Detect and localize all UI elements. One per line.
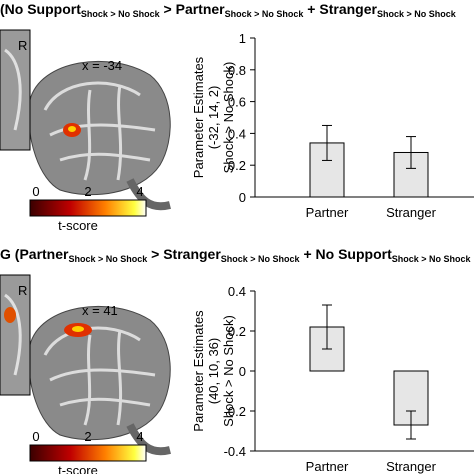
error-bar	[406, 136, 416, 169]
error-bar	[322, 124, 332, 161]
y-tick-label: 0.2	[228, 324, 246, 339]
y-axis-label: Parameter Estimates	[191, 56, 206, 178]
activation	[4, 307, 16, 323]
title-part: > Stranger	[147, 246, 221, 262]
y-tick-label: 0.8	[228, 63, 246, 78]
colorbar-tick-label: 4	[136, 429, 143, 444]
colorbar-tick-label: 0	[32, 184, 39, 199]
x-tick-label: Stranger	[386, 205, 437, 220]
hemisphere-label: R	[18, 283, 27, 298]
title-part: > Partner	[160, 1, 226, 17]
y-tick-label: -0.2	[224, 404, 246, 419]
colorbar-tick-label: 2	[84, 429, 91, 444]
x-tick-label: Partner	[306, 459, 349, 474]
y-tick-label: 0.4	[228, 126, 246, 141]
y-tick-label: 0.2	[228, 158, 246, 173]
y-axis-label: (-32, 14, 2)	[206, 86, 221, 150]
colorbar-tick-label: 4	[136, 184, 143, 199]
title-part: G (Partner	[0, 246, 69, 262]
y-tick-label: 0	[239, 190, 246, 205]
title-subscript: Shock > No Shock	[68, 254, 148, 264]
colorbar-tick-label: 0	[32, 429, 39, 444]
title-part: + No Support	[300, 246, 393, 262]
y-axis-label: Shock > No Shock)	[221, 315, 236, 427]
slice-label: x = -34	[82, 58, 122, 73]
brain-image	[0, 30, 170, 206]
title-part: (No Support	[0, 1, 81, 17]
title-subscript: Shock > No Shock	[225, 9, 305, 19]
y-tick-label: 0	[239, 364, 246, 379]
y-tick-label: 1	[239, 31, 246, 46]
activation	[68, 126, 76, 132]
title-subscript: Shock > No Shock	[81, 9, 161, 19]
title-subscript: Shock > No Shock	[392, 254, 472, 264]
y-tick-label: 0.6	[228, 95, 246, 110]
panel-title: (No SupportShock > No Shock > PartnerSho…	[0, 1, 457, 19]
title-subscript: Shock > No Shock	[377, 9, 457, 19]
x-tick-label: Partner	[306, 205, 349, 220]
error-bar	[406, 410, 416, 440]
y-tick-label: -0.4	[224, 444, 246, 459]
colorbar	[29, 444, 147, 462]
colorbar-label: t-score	[58, 463, 98, 474]
error-bar	[322, 304, 332, 350]
y-axis-label: Shock > No Shock)	[221, 62, 236, 174]
y-tick-label: 0.4	[228, 284, 246, 299]
colorbar-label: t-score	[58, 218, 98, 233]
panel-title: G (PartnerShock > No Shock > StrangerSho…	[0, 246, 472, 264]
hemisphere-label: R	[18, 38, 27, 53]
y-axis-label: Parameter Estimates	[191, 310, 206, 432]
colorbar	[29, 199, 147, 217]
slice-label: x = 41	[82, 303, 118, 318]
brain-image	[0, 275, 170, 451]
title-part: + Stranger	[303, 1, 377, 17]
activation	[72, 326, 84, 332]
bar	[393, 151, 429, 198]
title-subscript: Shock > No Shock	[221, 254, 301, 264]
colorbar-tick-label: 2	[84, 184, 91, 199]
y-axis-label: (40, 10, 36)	[206, 338, 221, 405]
x-tick-label: Stranger	[386, 459, 437, 474]
